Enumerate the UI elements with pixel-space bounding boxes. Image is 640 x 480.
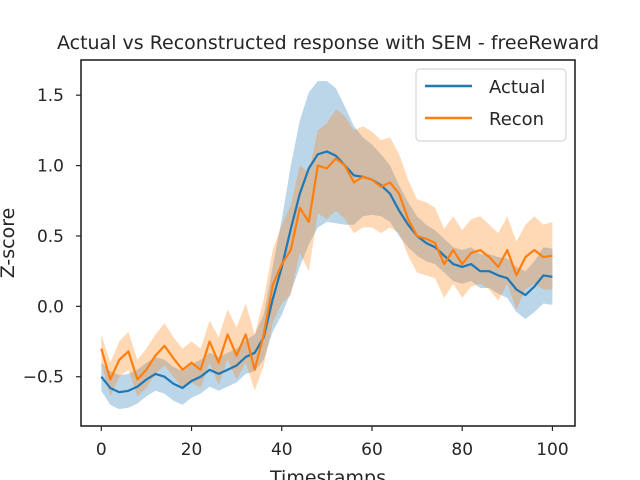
x-tick-label: 0 bbox=[96, 440, 107, 460]
x-tick-label: 60 bbox=[361, 440, 383, 460]
legend: Actual Recon bbox=[415, 68, 567, 142]
x-tick-label: 80 bbox=[451, 440, 473, 460]
x-axis-ticks: 0 20 40 60 80 100 bbox=[96, 426, 569, 460]
legend-label-actual: Actual bbox=[489, 77, 545, 98]
y-tick-label: 1.0 bbox=[37, 157, 64, 177]
x-tick-label: 20 bbox=[181, 440, 203, 460]
y-axis-label: Z-score bbox=[0, 208, 19, 279]
y-tick-label: −0.5 bbox=[23, 368, 64, 388]
series-line-recon bbox=[100, 157, 553, 381]
x-axis-label: Timestamps bbox=[269, 467, 386, 480]
legend-label-recon: Recon bbox=[489, 109, 544, 130]
plot-frame bbox=[80, 59, 576, 427]
x-tick-label: 100 bbox=[536, 440, 568, 460]
y-axis-ticks: −0.5 0.0 0.5 1.0 1.5 bbox=[23, 86, 81, 388]
chart-title: Actual vs Reconstructed response with SE… bbox=[57, 32, 599, 54]
sem-band-actual bbox=[101, 81, 553, 410]
series-line-actual bbox=[100, 150, 553, 394]
y-tick-label: 0.5 bbox=[37, 227, 64, 247]
series-lines bbox=[100, 150, 553, 394]
y-tick-label: 1.5 bbox=[37, 86, 64, 106]
y-tick-label: 0.0 bbox=[37, 297, 64, 317]
x-tick-label: 40 bbox=[271, 440, 293, 460]
